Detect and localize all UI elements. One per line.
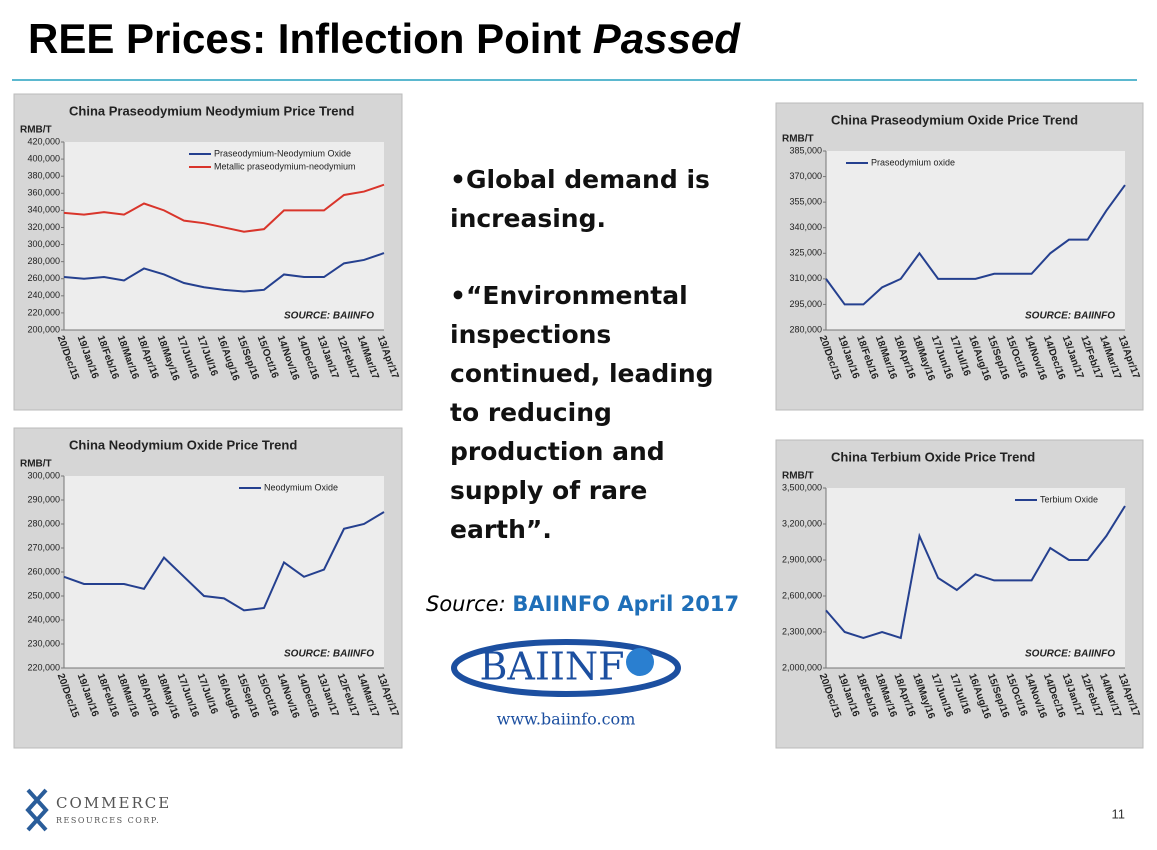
y-tick-label: 220,000 xyxy=(27,662,60,672)
plot-area xyxy=(64,142,384,330)
y-tick-label: 280,000 xyxy=(789,324,822,334)
company-name: COMMERCE xyxy=(56,794,171,812)
chart-title: China Praseodymium Oxide Price Trend xyxy=(831,112,1078,127)
chart-title: China Neodymium Oxide Price Trend xyxy=(69,437,297,452)
y-tick-label: 260,000 xyxy=(27,273,60,283)
bullet: •“Environmental inspections continued, l… xyxy=(450,281,714,544)
y-tick-label: 320,000 xyxy=(27,222,60,232)
y-tick-label: 370,000 xyxy=(789,171,822,181)
plot-area xyxy=(826,488,1125,668)
y-axis-label: RMB/T xyxy=(782,471,814,482)
y-tick-label: 290,000 xyxy=(27,494,60,504)
y-tick-label: 355,000 xyxy=(789,197,822,207)
chart-annotation: SOURCE: BAIINFO xyxy=(284,649,374,660)
y-tick-label: 385,000 xyxy=(789,145,822,155)
chart-title: China Terbium Oxide Price Trend xyxy=(831,449,1035,464)
legend-label: Neodymium Oxide xyxy=(264,482,338,492)
y-tick-label: 250,000 xyxy=(27,590,60,600)
y-tick-label: 380,000 xyxy=(27,171,60,181)
chart-annotation: SOURCE: BAIINFO xyxy=(1025,311,1115,322)
title-text: REE Prices: Inflection Point xyxy=(28,15,581,62)
baiinfo-logo: BAIINF www.baiinfo.com xyxy=(451,639,681,729)
y-tick-label: 340,000 xyxy=(27,205,60,215)
y-axis-label: RMB/T xyxy=(20,125,52,136)
y-tick-label: 300,000 xyxy=(27,239,60,249)
y-tick-label: 325,000 xyxy=(789,248,822,258)
legend-label: Terbium Oxide xyxy=(1040,494,1098,504)
y-tick-label: 280,000 xyxy=(27,256,60,266)
slide-title: REE Prices: Inflection Point Passed xyxy=(28,15,741,62)
y-tick-label: 230,000 xyxy=(27,638,60,648)
chart: China Neodymium Oxide Price Trend RMB/T 22… xyxy=(13,427,403,749)
y-tick-label: 360,000 xyxy=(27,188,60,198)
y-tick-label: 280,000 xyxy=(27,518,60,528)
logo-name: BAIINF xyxy=(479,645,624,689)
chart: China Praseodymium Oxide Price Trend RMB/… xyxy=(775,102,1144,411)
legend-label: Metallic praseodymium-neodymium xyxy=(214,161,356,171)
y-tick-label: 270,000 xyxy=(27,542,60,552)
bullet: •Global demand is increasing. xyxy=(450,165,710,233)
logo-url: www.baiinfo.com xyxy=(497,710,636,729)
y-tick-label: 2,000,000 xyxy=(782,662,822,672)
y-tick-label: 200,000 xyxy=(27,324,60,334)
y-tick-label: 420,000 xyxy=(27,136,60,146)
y-tick-label: 2,600,000 xyxy=(782,590,822,600)
y-tick-label: 340,000 xyxy=(789,222,822,232)
series-line xyxy=(63,183,385,233)
y-tick-label: 2,300,000 xyxy=(782,626,822,636)
series-line xyxy=(63,511,385,612)
legend-label: Praseodymium oxide xyxy=(871,157,955,167)
source-line: Source: BAIINFO April 2017 xyxy=(426,592,739,616)
logo-globe xyxy=(626,648,654,676)
logo-swoosh xyxy=(451,639,681,697)
y-tick-label: 2,900,000 xyxy=(782,554,822,564)
y-tick-label: 240,000 xyxy=(27,290,60,300)
y-tick-label: 400,000 xyxy=(27,153,60,163)
series-line xyxy=(63,252,385,293)
series-line xyxy=(825,505,1126,640)
y-tick-label: 260,000 xyxy=(27,566,60,576)
y-tick-label: 300,000 xyxy=(27,470,60,480)
y-tick-label: 310,000 xyxy=(789,273,822,283)
y-axis-label: RMB/T xyxy=(20,459,52,470)
series-line xyxy=(825,184,1126,306)
y-tick-label: 3,200,000 xyxy=(782,518,822,528)
page-number: 11 xyxy=(1112,806,1126,821)
source-text: BAIINFO April 2017 xyxy=(512,592,740,616)
title-emphasis: Passed xyxy=(593,15,741,62)
company-subname: RESOURCES CORP. xyxy=(56,816,160,825)
company-logo: COMMERCE RESOURCES CORP. xyxy=(25,788,171,832)
chart: China Praseodymium Neodymium Price Trend… xyxy=(13,93,403,411)
y-tick-label: 295,000 xyxy=(789,299,822,309)
chart-annotation: SOURCE: BAIINFO xyxy=(284,311,374,322)
legend-label: Praseodymium-Neodymium Oxide xyxy=(214,148,351,158)
chart-title: China Praseodymium Neodymium Price Trend xyxy=(69,103,354,118)
y-tick-label: 240,000 xyxy=(27,614,60,624)
y-tick-label: 220,000 xyxy=(27,307,60,317)
source-label: Source: xyxy=(426,592,506,616)
chart-annotation: SOURCE: BAIINFO xyxy=(1025,649,1115,660)
chart: China Terbium Oxide Price Trend RMB/T 2,00… xyxy=(775,439,1144,749)
y-tick-label: 3,500,000 xyxy=(782,482,822,492)
company-mark xyxy=(25,788,49,832)
plot-area xyxy=(64,476,384,668)
y-axis-label: RMB/T xyxy=(782,134,814,145)
